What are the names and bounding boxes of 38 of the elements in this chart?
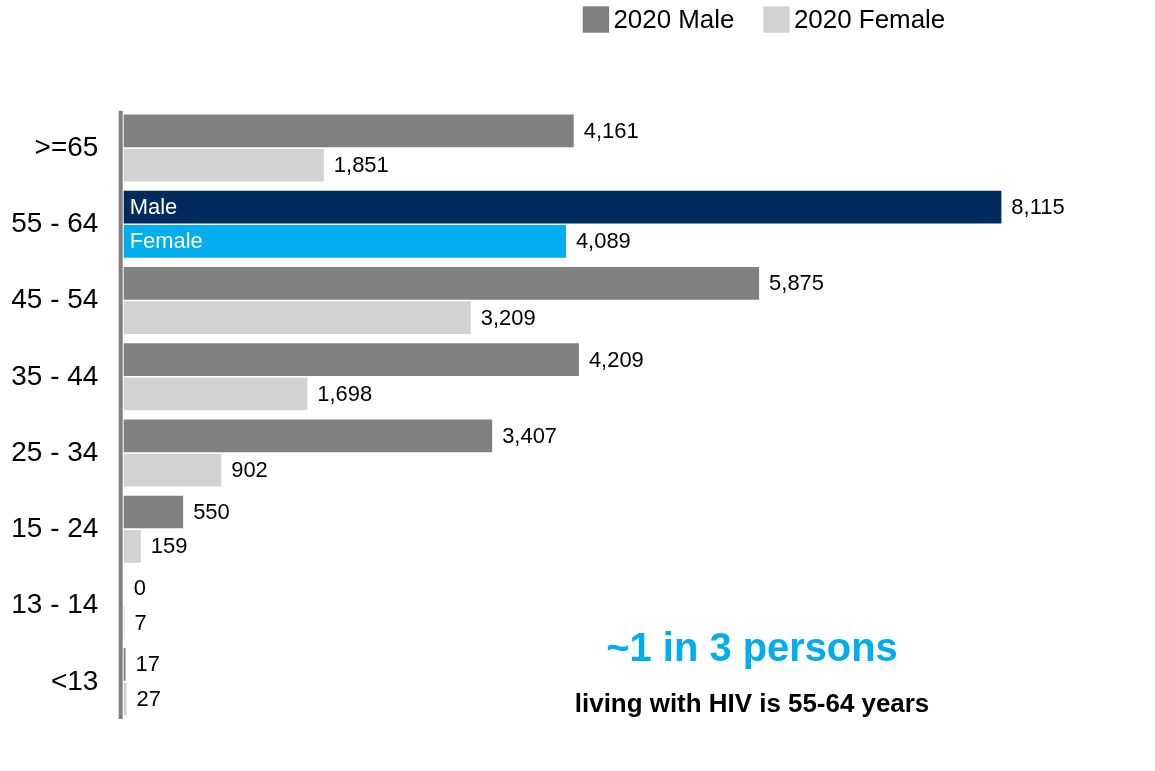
- data-label: 7: [134, 609, 147, 635]
- y-tick-label: 55 - 64: [11, 207, 99, 239]
- annotation: Female: [129, 228, 203, 254]
- y-tick-label: 35 - 44: [11, 359, 99, 391]
- data-label: 0: [133, 575, 146, 601]
- data-label: 17: [135, 651, 160, 677]
- data-label: 1,698: [317, 380, 373, 406]
- bar: [123, 190, 1002, 224]
- data-label: 3,407: [502, 422, 558, 448]
- bar: [123, 530, 141, 563]
- bar: [123, 148, 324, 182]
- data-label: 902: [231, 457, 268, 483]
- annotation: ~1 in 3 persons: [606, 625, 898, 670]
- annotation: Male: [129, 194, 178, 220]
- data-label: 159: [150, 533, 188, 559]
- y-tick-label: 45 - 54: [11, 283, 99, 315]
- legend-label: 2020 Male: [613, 4, 735, 33]
- data-label: 4,161: [583, 117, 639, 143]
- data-label: 8,115: [1011, 194, 1065, 220]
- data-label: 550: [193, 499, 230, 525]
- bar: [123, 301, 471, 335]
- legend-label: 2020 Female: [793, 4, 946, 33]
- y-tick-label: 13 - 14: [11, 588, 99, 620]
- y-tick-label: 25 - 34: [11, 435, 99, 467]
- data-label: 1,851: [333, 152, 389, 178]
- bar: [123, 377, 308, 411]
- bar: [123, 453, 222, 487]
- data-label: 4,089: [575, 228, 631, 254]
- annotation: living with HIV is 55-64 years: [574, 689, 930, 718]
- bar: [123, 225, 566, 258]
- data-label: 4,209: [588, 346, 644, 372]
- bar: [123, 682, 127, 716]
- y-tick-label: 15 - 24: [11, 512, 99, 544]
- y-tick-label: <13: [50, 664, 99, 696]
- data-label: 3,209: [480, 304, 536, 330]
- data-label: 27: [136, 685, 161, 711]
- data-label: 5,875: [769, 270, 824, 296]
- y-tick-label: >=65: [34, 131, 99, 162]
